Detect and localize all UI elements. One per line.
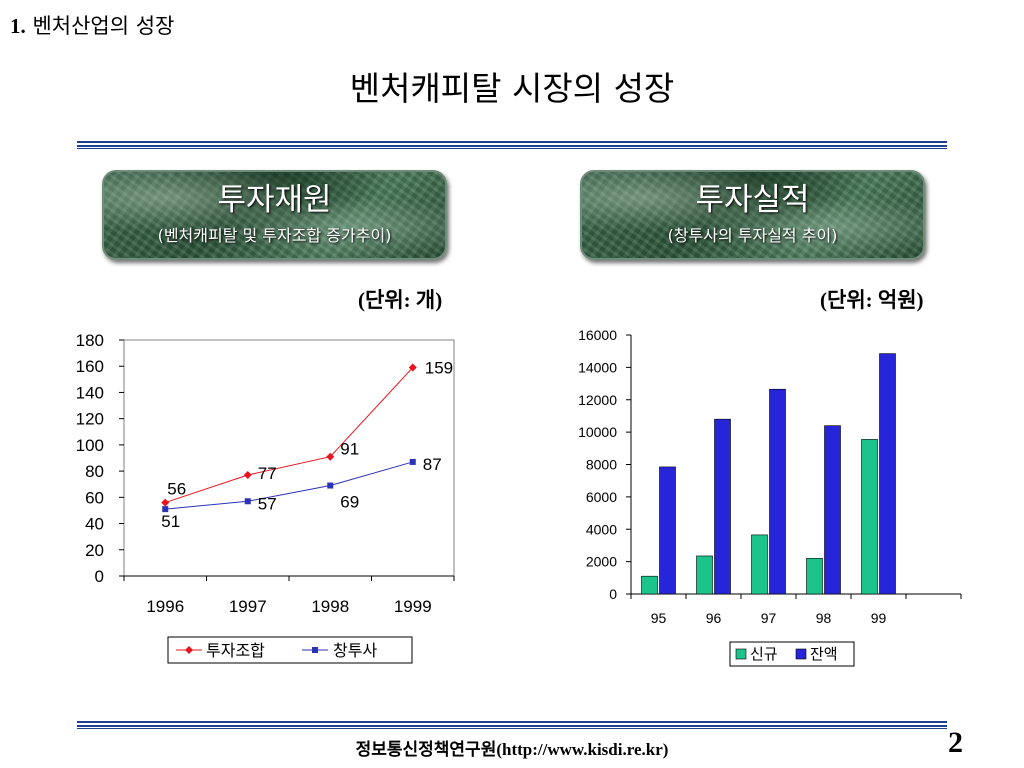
x-tick-label: 1997 xyxy=(229,597,267,616)
data-label: 87 xyxy=(423,455,442,474)
x-tick-label: 1996 xyxy=(146,597,184,616)
x-tick-label: 99 xyxy=(871,610,887,626)
y-tick-label: 14000 xyxy=(578,359,617,375)
data-point xyxy=(327,482,334,489)
legend-label: 잔액 xyxy=(810,646,838,663)
legend-label: 신규 xyxy=(750,646,778,663)
bar xyxy=(696,555,713,595)
data-point xyxy=(408,363,417,372)
panel-title: 투자실적 xyxy=(695,182,810,218)
footer-url[interactable]: (http://www.kisdi.re.kr) xyxy=(496,740,669,759)
data-label: 91 xyxy=(340,440,359,459)
y-tick-label: 80 xyxy=(85,462,104,481)
y-tick-label: 180 xyxy=(76,331,104,350)
panel-subtitle: (벤처캐피탈 및 투자조합 증가추이) xyxy=(157,226,392,245)
data-label: 56 xyxy=(167,480,186,499)
y-tick-label: 20 xyxy=(85,541,104,560)
section-heading: 1. 벤처산업의 성장 xyxy=(10,10,174,40)
panel-subtitle: (창투사의 투자실적 추이) xyxy=(667,226,838,245)
panel-investment-source: 투자재원 (벤처캐피탈 및 투자조합 증가추이) xyxy=(102,170,447,260)
bar-chart: 0 2000 4000 6000 8000 10000 12000 14000 16000 95… xyxy=(578,327,962,667)
x-tick-label: 97 xyxy=(761,610,777,626)
y-tick-label: 160 xyxy=(76,357,104,376)
bar xyxy=(751,534,768,595)
y-tick-label: 100 xyxy=(76,436,104,455)
legend-swatch xyxy=(795,648,807,660)
x-tick-label: 1998 xyxy=(311,597,349,616)
bar xyxy=(714,418,731,595)
bar xyxy=(659,466,676,595)
data-point xyxy=(409,458,416,465)
x-tick-label: 95 xyxy=(651,610,667,626)
unit-label-left: (단위: 개) xyxy=(358,288,443,312)
data-point xyxy=(244,498,251,505)
unit-label-right: (단위: 억원) xyxy=(820,288,924,312)
legend-marker xyxy=(185,646,193,654)
panel-investment-performance: 투자실적 (창투사의 투자실적 추이) xyxy=(580,170,925,260)
data-label: 51 xyxy=(161,512,180,531)
bottom-rule xyxy=(77,721,947,729)
y-tick-label: 0 xyxy=(609,586,617,602)
data-point xyxy=(243,471,252,480)
section-number: 1. xyxy=(10,14,26,38)
y-tick-label: 10000 xyxy=(578,424,617,440)
section-title: 벤처산업의 성장 xyxy=(32,14,175,38)
legend-label: 투자조합 xyxy=(206,642,265,660)
y-tick-label: 8000 xyxy=(586,457,617,473)
data-point xyxy=(162,506,169,513)
y-tick-label: 140 xyxy=(76,383,104,402)
data-point xyxy=(161,498,170,507)
legend-box xyxy=(167,636,413,664)
footer: 정보통신정책연구원(http://www.kisdi.re.kr) xyxy=(0,735,1024,760)
bar xyxy=(641,575,658,595)
y-tick-label: 16000 xyxy=(578,327,617,343)
x-tick-label: 96 xyxy=(706,610,722,626)
bar xyxy=(861,439,878,595)
data-label: 77 xyxy=(258,464,277,483)
y-tick-label: 12000 xyxy=(578,392,617,408)
slide-title: 벤처캐피탈 시장의 성장 xyxy=(349,69,675,108)
y-tick-label: 0 xyxy=(95,567,104,586)
legend-box xyxy=(729,641,855,667)
panel-title: 투자재원 xyxy=(217,182,332,218)
legend-marker xyxy=(312,647,318,653)
y-tick-label: 60 xyxy=(85,488,104,507)
data-label: 69 xyxy=(340,493,359,512)
legend-swatch xyxy=(735,648,747,660)
data-label: 57 xyxy=(258,494,277,513)
x-tick-label: 98 xyxy=(816,610,832,626)
y-tick-label: 40 xyxy=(85,515,104,534)
bar xyxy=(806,558,823,595)
footer-organization: 정보통신정책연구원 xyxy=(355,740,497,760)
y-tick-label: 4000 xyxy=(586,521,617,537)
legend-label: 창투사 xyxy=(333,642,377,660)
x-tick-label: 1999 xyxy=(394,597,432,616)
y-tick-label: 2000 xyxy=(586,554,617,570)
y-tick-label: 6000 xyxy=(586,489,617,505)
bar xyxy=(879,353,896,595)
bar xyxy=(824,425,841,595)
line-chart: 0 20 40 60 80 100 120 140 160 180 1996 1997 1998 199… xyxy=(76,331,455,664)
data-point xyxy=(326,452,335,461)
series-line xyxy=(165,367,414,504)
bar xyxy=(769,388,786,595)
data-label: 159 xyxy=(425,359,453,378)
y-tick-label: 120 xyxy=(76,410,104,429)
page-number: 2 xyxy=(948,726,963,759)
series-line xyxy=(165,461,413,510)
top-rule xyxy=(77,141,947,149)
